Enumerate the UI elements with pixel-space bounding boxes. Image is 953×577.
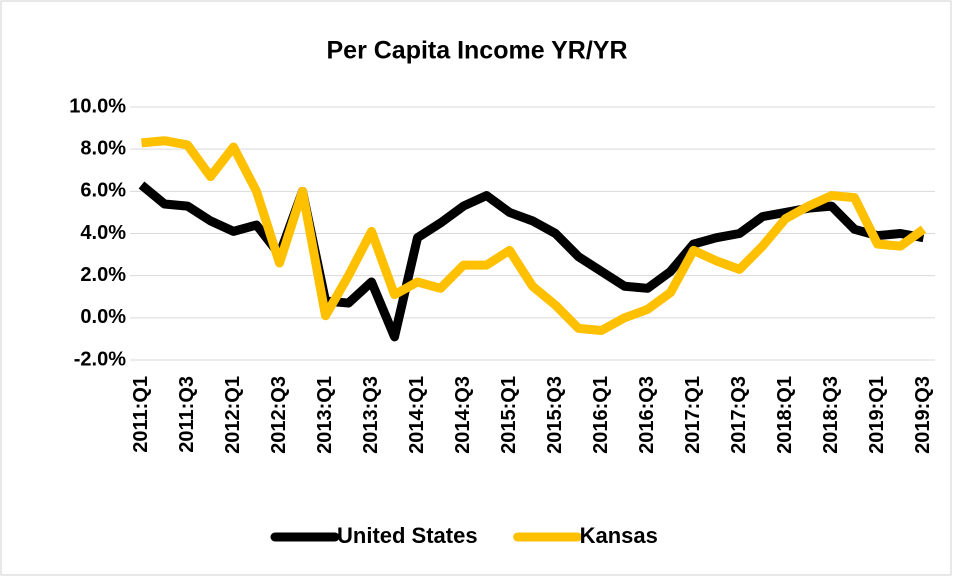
series-line	[141, 136, 927, 335]
y-tick-label: 10.0%	[69, 95, 126, 117]
x-tick-label: 2019:Q1	[866, 376, 888, 454]
x-tick-label: 2015:Q3	[544, 376, 566, 454]
x-tick-label: 2012:Q3	[268, 376, 290, 454]
x-tick-label: 2016:Q1	[590, 376, 612, 454]
x-tick-label: 2014:Q3	[452, 376, 474, 454]
y-tick-label: 0.0%	[80, 306, 126, 328]
x-tick-label: 2012:Q1	[222, 376, 244, 454]
x-tick-label: 2017:Q3	[728, 376, 750, 454]
chart-title: Per Capita Income YR/YR	[326, 37, 627, 65]
x-tick-label: 2011:Q1	[130, 376, 152, 453]
x-tick-label: 2018:Q1	[774, 376, 796, 454]
x-tick-label: 2015:Q1	[498, 376, 520, 454]
x-tick-label: 2014:Q1	[406, 376, 428, 454]
y-tick-label: -2.0%	[74, 348, 126, 370]
x-tick-label: 2016:Q3	[636, 376, 658, 454]
y-tick-label: 6.0%	[80, 180, 126, 202]
x-tick-label: 2018:Q3	[820, 376, 842, 454]
x-tick-label: 2019:Q3	[912, 376, 934, 454]
x-tick-label: 2017:Q1	[682, 376, 704, 454]
legend-label: United States	[337, 523, 478, 548]
legend-label: Kansas	[580, 523, 658, 548]
x-tick-label: 2013:Q3	[360, 376, 382, 454]
y-tick-label: 8.0%	[80, 137, 126, 159]
y-tick-label: 4.0%	[80, 222, 126, 244]
x-tick-label: 2011:Q3	[176, 376, 198, 453]
y-tick-label: 2.0%	[80, 264, 126, 286]
x-tick-label: 2013:Q1	[314, 376, 336, 454]
